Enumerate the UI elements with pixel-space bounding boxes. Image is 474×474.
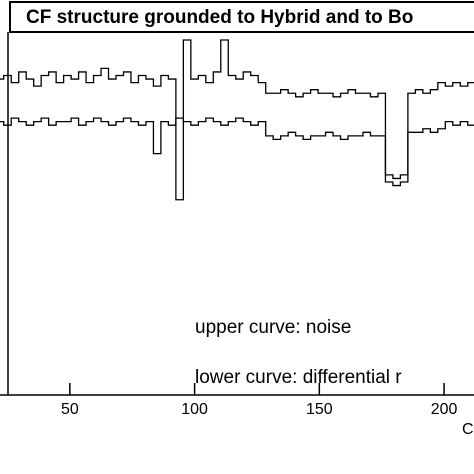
- x-tick-label: 200: [431, 401, 458, 418]
- title-box: [9, 1, 474, 33]
- annotation: upper curve: noise: [195, 317, 351, 338]
- step-line: [0, 39, 474, 201]
- x-axis-label: C: [462, 421, 474, 438]
- annotation: lower curve: differential r: [195, 367, 402, 388]
- x-tick-label: 50: [61, 401, 79, 418]
- step-line: [0, 117, 474, 187]
- chart-title: CF structure grounded to Hybrid and to B…: [26, 7, 413, 28]
- x-tick-label: 150: [306, 401, 333, 418]
- x-tick-label: 100: [181, 401, 208, 418]
